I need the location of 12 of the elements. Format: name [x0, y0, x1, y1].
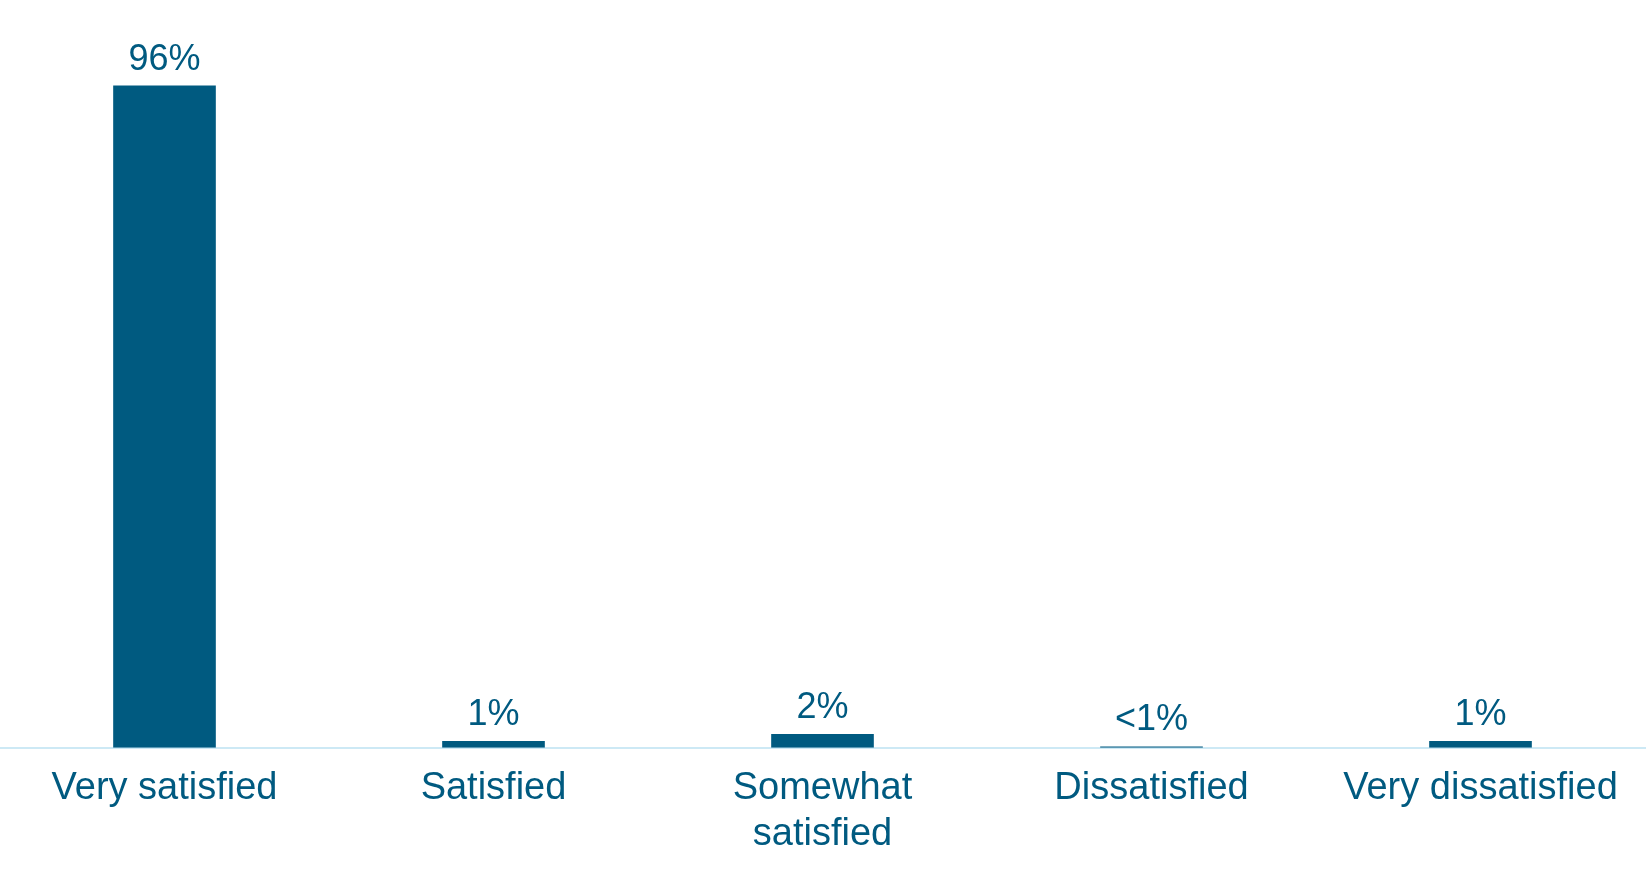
- bar: [113, 85, 216, 748]
- x-tick-label: Satisfied: [420, 765, 567, 808]
- x-tick-label: Dissatisfied: [1054, 765, 1249, 808]
- data-label: <1%: [1114, 697, 1189, 739]
- x-tick-label: Very dissatisfied: [1343, 765, 1618, 808]
- data-label: 1%: [467, 691, 520, 733]
- data-label: 96%: [128, 36, 201, 78]
- data-label: 2%: [796, 684, 849, 726]
- x-tick-label: Very satisfied: [51, 765, 278, 808]
- bar: [771, 734, 874, 748]
- data-label: 1%: [1454, 691, 1507, 733]
- x-tick-label: Somewhat satisfied: [732, 765, 913, 853]
